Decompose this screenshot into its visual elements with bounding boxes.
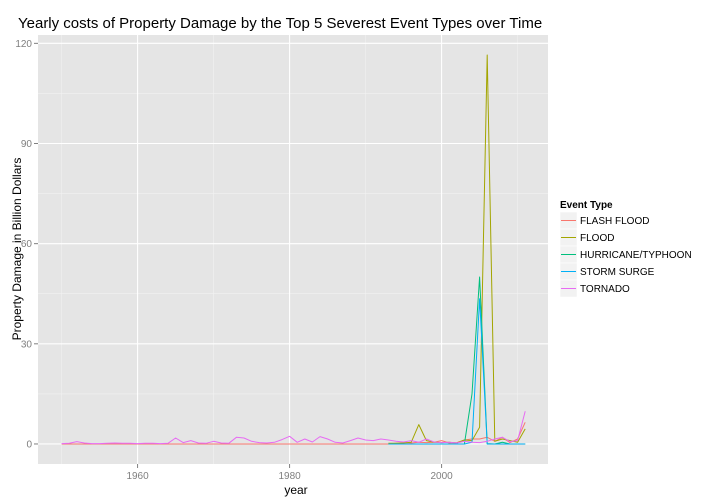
y-tick-label: 60: [21, 239, 33, 250]
plot-panel: [38, 35, 548, 464]
series-line-storm-surge: [388, 298, 526, 445]
x-axis-title: year: [284, 483, 307, 497]
x-tick-label: 1980: [278, 471, 301, 482]
legend-item-flash-flood: FLASH FLOOD: [559, 211, 649, 230]
legend: Event Type FLASH FLOOD FLOOD HURRICANE/TYP…: [559, 200, 692, 298]
legend-label: FLASH FLOOD: [580, 216, 649, 227]
grid-minor: [38, 35, 548, 464]
legend-item-hurricane-typhoon: HURRICANE/TYPHOON: [559, 245, 692, 264]
series-line-tornado: [61, 411, 526, 445]
legend-title: Event Type: [560, 200, 613, 211]
y-tick-label: 90: [21, 139, 33, 150]
chart-title: Yearly costs of Property Damage by the T…: [18, 15, 542, 32]
legend-label: FLOOD: [580, 233, 614, 244]
legend-item-storm-surge: STORM SURGE: [559, 262, 655, 281]
legend-item-tornado: TORNADO: [559, 279, 630, 298]
tick-labels: 1960 1980 2000 0 30 60 90 120: [15, 39, 453, 482]
y-tick-label: 0: [26, 439, 32, 450]
x-tick-label: 2000: [430, 471, 453, 482]
series-lines: [61, 54, 526, 445]
y-tick-label: 30: [21, 339, 33, 350]
legend-label: STORM SURGE: [580, 267, 655, 278]
y-tick-label: 120: [15, 39, 32, 50]
legend-label: TORNADO: [580, 284, 630, 295]
x-tick-label: 1960: [126, 471, 149, 482]
legend-item-flood: FLOOD: [559, 228, 614, 247]
axis-ticks: [34, 42, 443, 468]
y-axis-title: Property Damage in Billion Dollars: [10, 158, 24, 341]
legend-label: HURRICANE/TYPHOON: [580, 250, 692, 261]
